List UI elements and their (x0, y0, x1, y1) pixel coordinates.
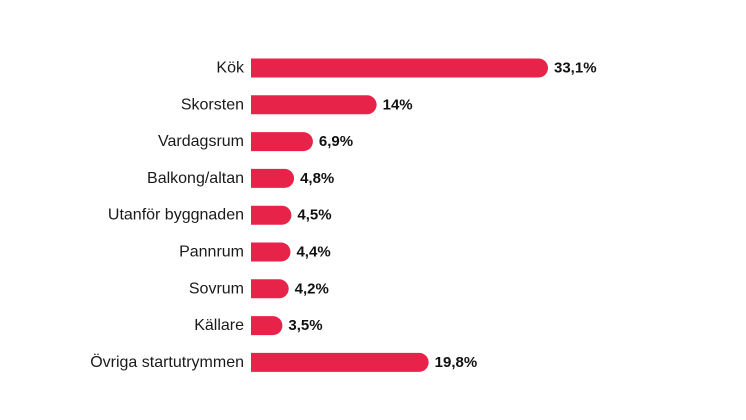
value-label: 14% (383, 96, 413, 113)
bar (251, 132, 313, 152)
bar (251, 352, 429, 372)
category-label: Skorsten (181, 96, 244, 113)
value-label: 19,8% (435, 354, 478, 371)
bar (251, 58, 548, 78)
category-label: Utanför byggnaden (108, 207, 244, 224)
category-label: Övriga startutrymmen (90, 353, 244, 371)
value-label: 33,1% (554, 60, 597, 77)
category-label: Sovrum (189, 280, 244, 297)
bar (251, 242, 291, 262)
category-label: Balkong/altan (147, 170, 244, 187)
bar (251, 95, 377, 115)
bar (251, 316, 283, 336)
category-label: Vardagsrum (158, 133, 244, 150)
category-label: Pannrum (179, 244, 244, 261)
value-label: 6,9% (319, 133, 353, 150)
bar (251, 168, 295, 188)
value-label: 3,5% (288, 317, 322, 334)
value-label: 4,8% (300, 170, 334, 187)
bar (251, 205, 292, 225)
value-label: 4,4% (296, 244, 330, 261)
bar (251, 279, 289, 299)
value-label: 4,5% (297, 207, 331, 224)
category-label: Källare (194, 317, 244, 334)
bars-group: Kök 33,1% Skorsten 14% Vardagsrum 6,9% Balkong… (90, 58, 597, 372)
value-label: 4,2% (295, 280, 329, 297)
category-label: Kök (216, 60, 245, 77)
